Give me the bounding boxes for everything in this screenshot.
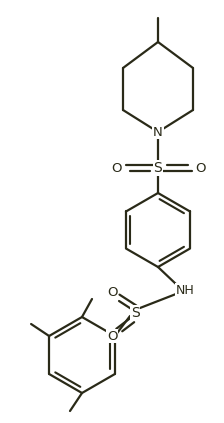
Text: N: N [153,126,163,138]
Text: O: O [107,286,117,299]
Text: O: O [107,330,117,343]
Text: O: O [112,162,122,175]
Text: S: S [131,306,139,320]
Text: O: O [196,162,206,175]
Text: S: S [154,161,162,175]
Text: NH: NH [176,283,194,297]
